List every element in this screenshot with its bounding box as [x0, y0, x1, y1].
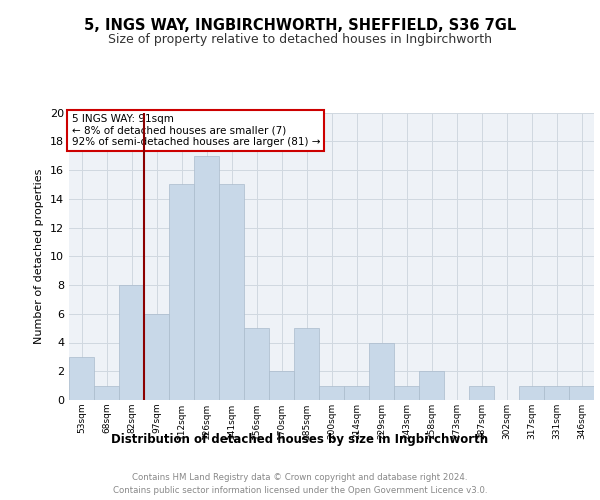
Bar	[344, 386, 369, 400]
Bar	[294, 328, 319, 400]
Text: 5, INGS WAY, INGBIRCHWORTH, SHEFFIELD, S36 7GL: 5, INGS WAY, INGBIRCHWORTH, SHEFFIELD, S…	[84, 18, 516, 32]
Bar	[269, 371, 294, 400]
Bar	[544, 386, 569, 400]
Bar	[394, 386, 419, 400]
Bar	[69, 357, 94, 400]
Bar	[169, 184, 194, 400]
Bar	[144, 314, 169, 400]
Text: Contains HM Land Registry data © Crown copyright and database right 2024.: Contains HM Land Registry data © Crown c…	[132, 472, 468, 482]
Bar	[469, 386, 494, 400]
Bar	[119, 285, 144, 400]
Bar	[369, 342, 394, 400]
Bar	[244, 328, 269, 400]
Bar	[519, 386, 544, 400]
Text: Contains public sector information licensed under the Open Government Licence v3: Contains public sector information licen…	[113, 486, 487, 495]
Y-axis label: Number of detached properties: Number of detached properties	[34, 168, 44, 344]
Bar	[219, 184, 244, 400]
Bar	[319, 386, 344, 400]
Bar	[194, 156, 219, 400]
Bar	[94, 386, 119, 400]
Bar	[419, 371, 444, 400]
Bar	[569, 386, 594, 400]
Text: 5 INGS WAY: 91sqm
← 8% of detached houses are smaller (7)
92% of semi-detached h: 5 INGS WAY: 91sqm ← 8% of detached house…	[71, 114, 320, 147]
Text: Distribution of detached houses by size in Ingbirchworth: Distribution of detached houses by size …	[112, 432, 488, 446]
Text: Size of property relative to detached houses in Ingbirchworth: Size of property relative to detached ho…	[108, 32, 492, 46]
